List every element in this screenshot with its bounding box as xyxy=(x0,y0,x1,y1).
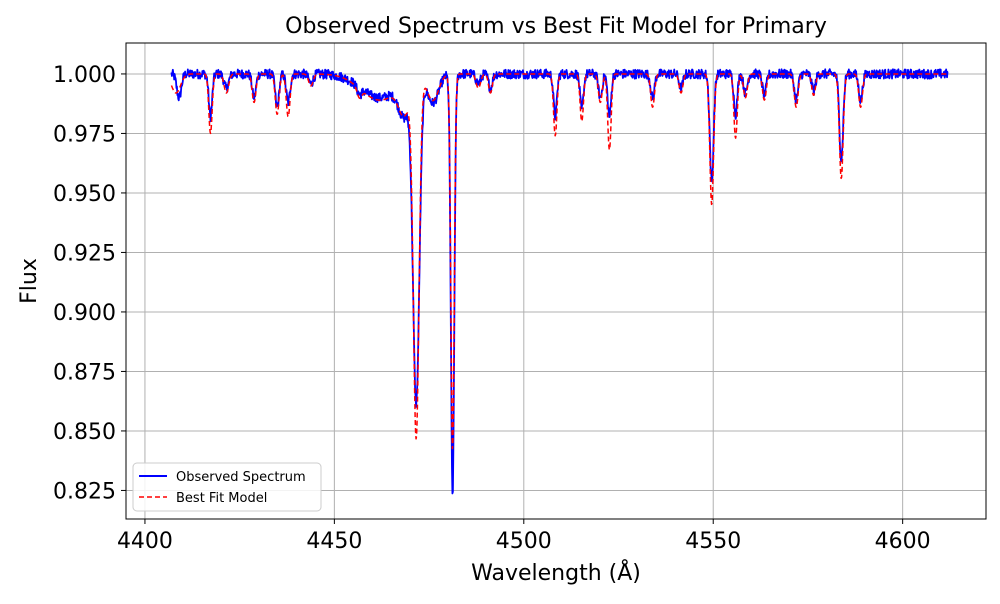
observed-spectrum-line xyxy=(170,68,949,495)
series-group xyxy=(170,68,949,495)
x-tick-label: 4400 xyxy=(117,529,173,554)
x-tick-label: 4550 xyxy=(685,529,741,554)
plot-area xyxy=(170,68,949,495)
y-tick-label: 0.925 xyxy=(53,241,116,266)
axes-frame xyxy=(125,42,987,520)
x-tick-label: 4450 xyxy=(306,529,362,554)
y-tick-label: 0.950 xyxy=(53,182,116,207)
y-tick-label: 0.825 xyxy=(53,479,116,504)
x-tick-label: 4600 xyxy=(875,529,931,554)
legend: Observed Spectrum Best Fit Model xyxy=(132,462,322,512)
grid xyxy=(126,43,986,519)
x-axis-ticks: 4400 4450 4500 4550 4600 xyxy=(117,519,931,554)
x-axis-label: Wavelength (Å) xyxy=(471,559,641,586)
y-tick-label: 0.900 xyxy=(53,301,116,326)
y-tick-label: 0.975 xyxy=(53,122,116,147)
x-tick-label: 4500 xyxy=(496,529,552,554)
y-axis-ticks: 0.825 0.850 0.875 0.900 0.925 0.950 0.975 1.000 xyxy=(53,63,126,504)
best-fit-model-line xyxy=(170,73,949,450)
legend-model-label: Best Fit Model xyxy=(176,491,267,506)
y-tick-label: 1.000 xyxy=(53,63,116,88)
legend-box xyxy=(132,462,322,512)
y-tick-label: 0.850 xyxy=(53,420,116,445)
legend-observed-label: Observed Spectrum xyxy=(176,470,306,485)
y-axis-label: Flux xyxy=(17,258,42,304)
y-tick-label: 0.875 xyxy=(53,360,116,385)
chart-title: Observed Spectrum vs Best Fit Model for … xyxy=(285,14,827,39)
